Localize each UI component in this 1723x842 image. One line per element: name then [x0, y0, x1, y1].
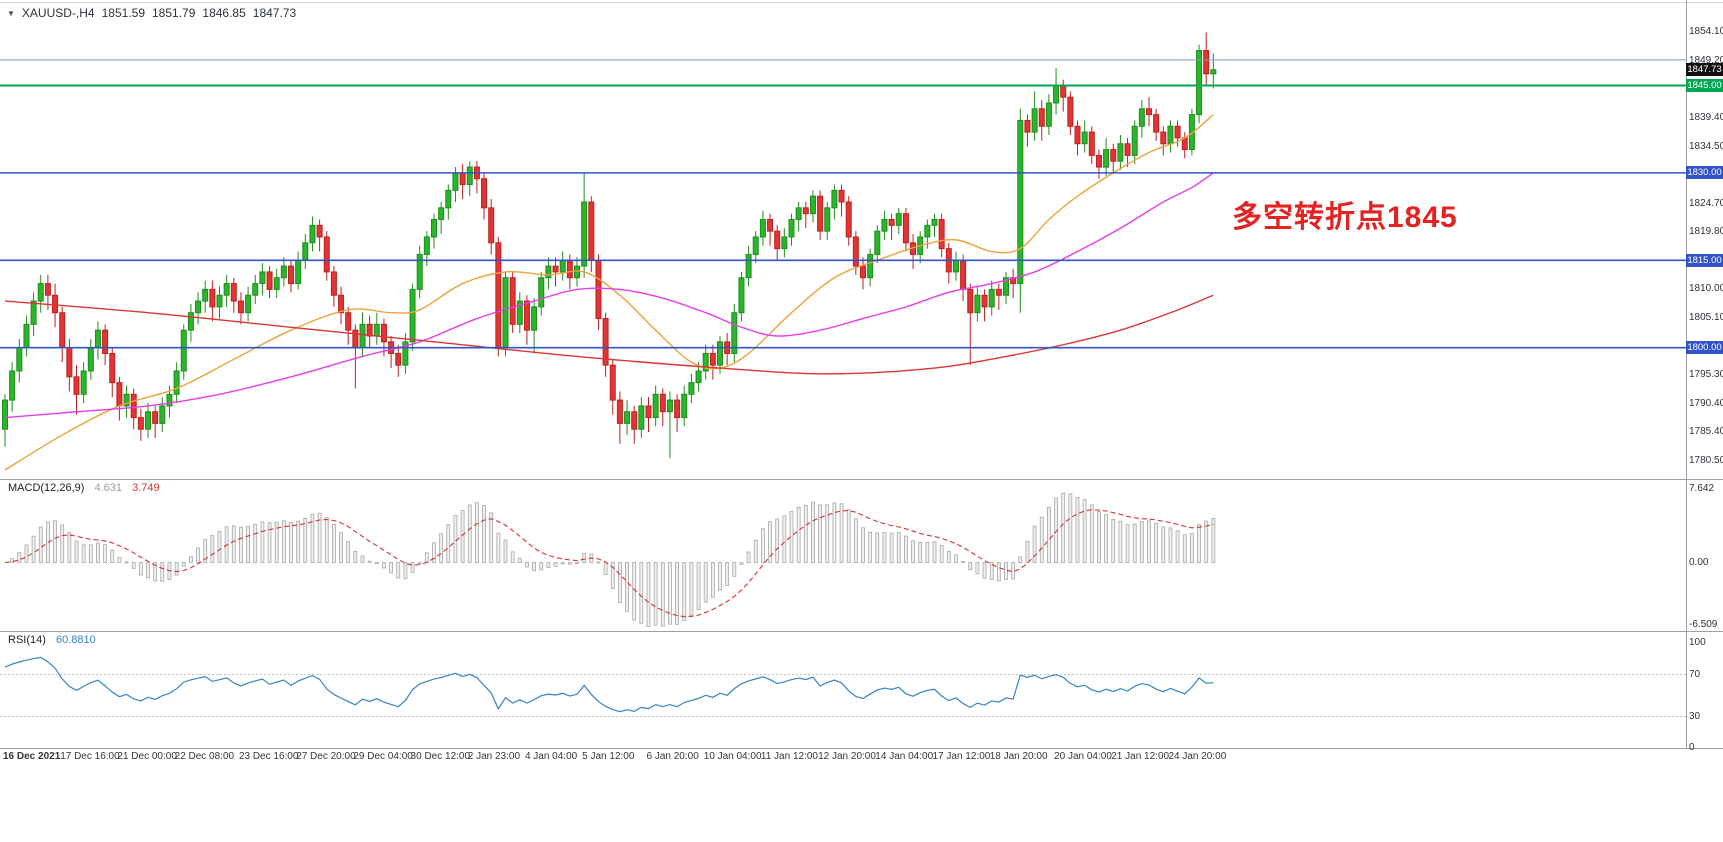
price-tick: 1810.00 [1689, 283, 1723, 295]
ohlc-open: 1851.59 [101, 6, 145, 20]
price-level-box: 1845.00 [1686, 78, 1723, 92]
price-level-box: 1830.00 [1686, 166, 1723, 180]
rsi-value: 60.8810 [55, 634, 96, 646]
price-tick: 1790.40 [1689, 397, 1723, 409]
price-tick: 1805.10 [1689, 311, 1723, 323]
price-level-box: 1847.73 [1686, 63, 1723, 77]
time-label: 29 Dec 04:00 [353, 751, 413, 762]
time-label: 6 Jan 20:00 [646, 751, 699, 762]
price-tick: 1839.40 [1689, 112, 1723, 124]
annotation-text[interactable]: 多空转折点1845 [1232, 201, 1458, 234]
rsi-tick: 0 [1689, 742, 1695, 753]
macd-name: MACD(12,26,9) [8, 482, 85, 494]
rsi-indicator-label: RSI(14) 60.8810 [8, 634, 96, 646]
time-label: 21 Dec 00:00 [117, 751, 177, 762]
time-label: 18 Jan 20:00 [989, 751, 1048, 762]
ohlc-close: 1847.73 [252, 6, 297, 20]
time-label: 11 Jan 12:00 [760, 751, 818, 762]
price-tick: 1854.10 [1689, 26, 1723, 38]
time-label: 21 Jan 12:00 [1111, 751, 1170, 762]
time-label: 2 Jan 23:00 [467, 751, 521, 762]
price-level-box: 1815.00 [1686, 253, 1723, 267]
price-tick: 1819.80 [1689, 226, 1723, 238]
price-tick: 1824.70 [1689, 197, 1723, 209]
time-label: 17 Dec 16:00 [60, 751, 120, 762]
rsi-tick: 30 [1689, 710, 1701, 722]
price-level-box: 1800.00 [1686, 341, 1723, 355]
time-label: 12 Jan 20:00 [818, 751, 876, 762]
rsi-tick: 100 [1689, 637, 1706, 648]
ohlc-low: 1846.85 [202, 6, 246, 20]
slow-ma-line [4, 294, 1214, 375]
time-label: 14 Jan 04:00 [875, 751, 934, 762]
medium-ma-line [4, 172, 1214, 419]
time-label: 30 Dec 12:00 [410, 751, 471, 762]
time-label: 5 Jan 12:00 [582, 751, 635, 762]
price-tick: 1849.20 [1689, 55, 1723, 67]
macd-tick: 0.00 [1689, 556, 1709, 568]
price-tick: 1795.30 [1689, 369, 1723, 381]
time-label: 16 Dec 2021 [3, 751, 61, 762]
rsi-tick: 70 [1689, 668, 1701, 680]
price-tick: 1780.50 [1689, 455, 1723, 467]
rsi-name: RSI(14) [8, 634, 46, 646]
time-label: 22 Dec 08:00 [174, 751, 235, 762]
time-label: 4 Jan 04:00 [524, 751, 578, 762]
time-label: 17 Jan 12:00 [932, 751, 991, 762]
macd-indicator-label: MACD(12,26,9) 4.631 3.749 [8, 482, 160, 494]
time-label: 23 Dec 16:00 [238, 751, 299, 762]
time-label: 10 Jan 04:00 [703, 751, 762, 762]
macd-signal-value: 3.749 [132, 482, 160, 494]
price-tick: 1834.50 [1689, 140, 1723, 152]
chart-header: ▼ XAUUSD-,H4 1851.59 1851.79 1846.85 184… [7, 6, 296, 20]
macd-tick: 7.642 [1689, 483, 1715, 495]
macd-main-value: 4.631 [94, 482, 123, 494]
ohlc-high: 1851.79 [152, 6, 196, 20]
time-axis[interactable]: 16 Dec 2021 17 Dec 16:00 21 Dec 00:00 22 De… [0, 751, 1686, 765]
chevron-down-icon[interactable]: ▼ [7, 8, 15, 18]
time-label: 20 Jan 04:00 [1054, 751, 1112, 762]
price-axis[interactable]: 1854.10 1849.20 1839.40 1834.50 1824.70 1819.… [1686, 0, 1723, 842]
time-label: 27 Dec 20:00 [296, 751, 356, 762]
time-label: 24 Jan 20:00 [1168, 751, 1227, 762]
price-tick: 1785.40 [1689, 426, 1723, 438]
fast-ma-line [4, 114, 1214, 471]
macd-tick: -6.509 [1689, 618, 1718, 630]
symbol-period-label: XAUUSD-,H4 [21, 6, 95, 20]
